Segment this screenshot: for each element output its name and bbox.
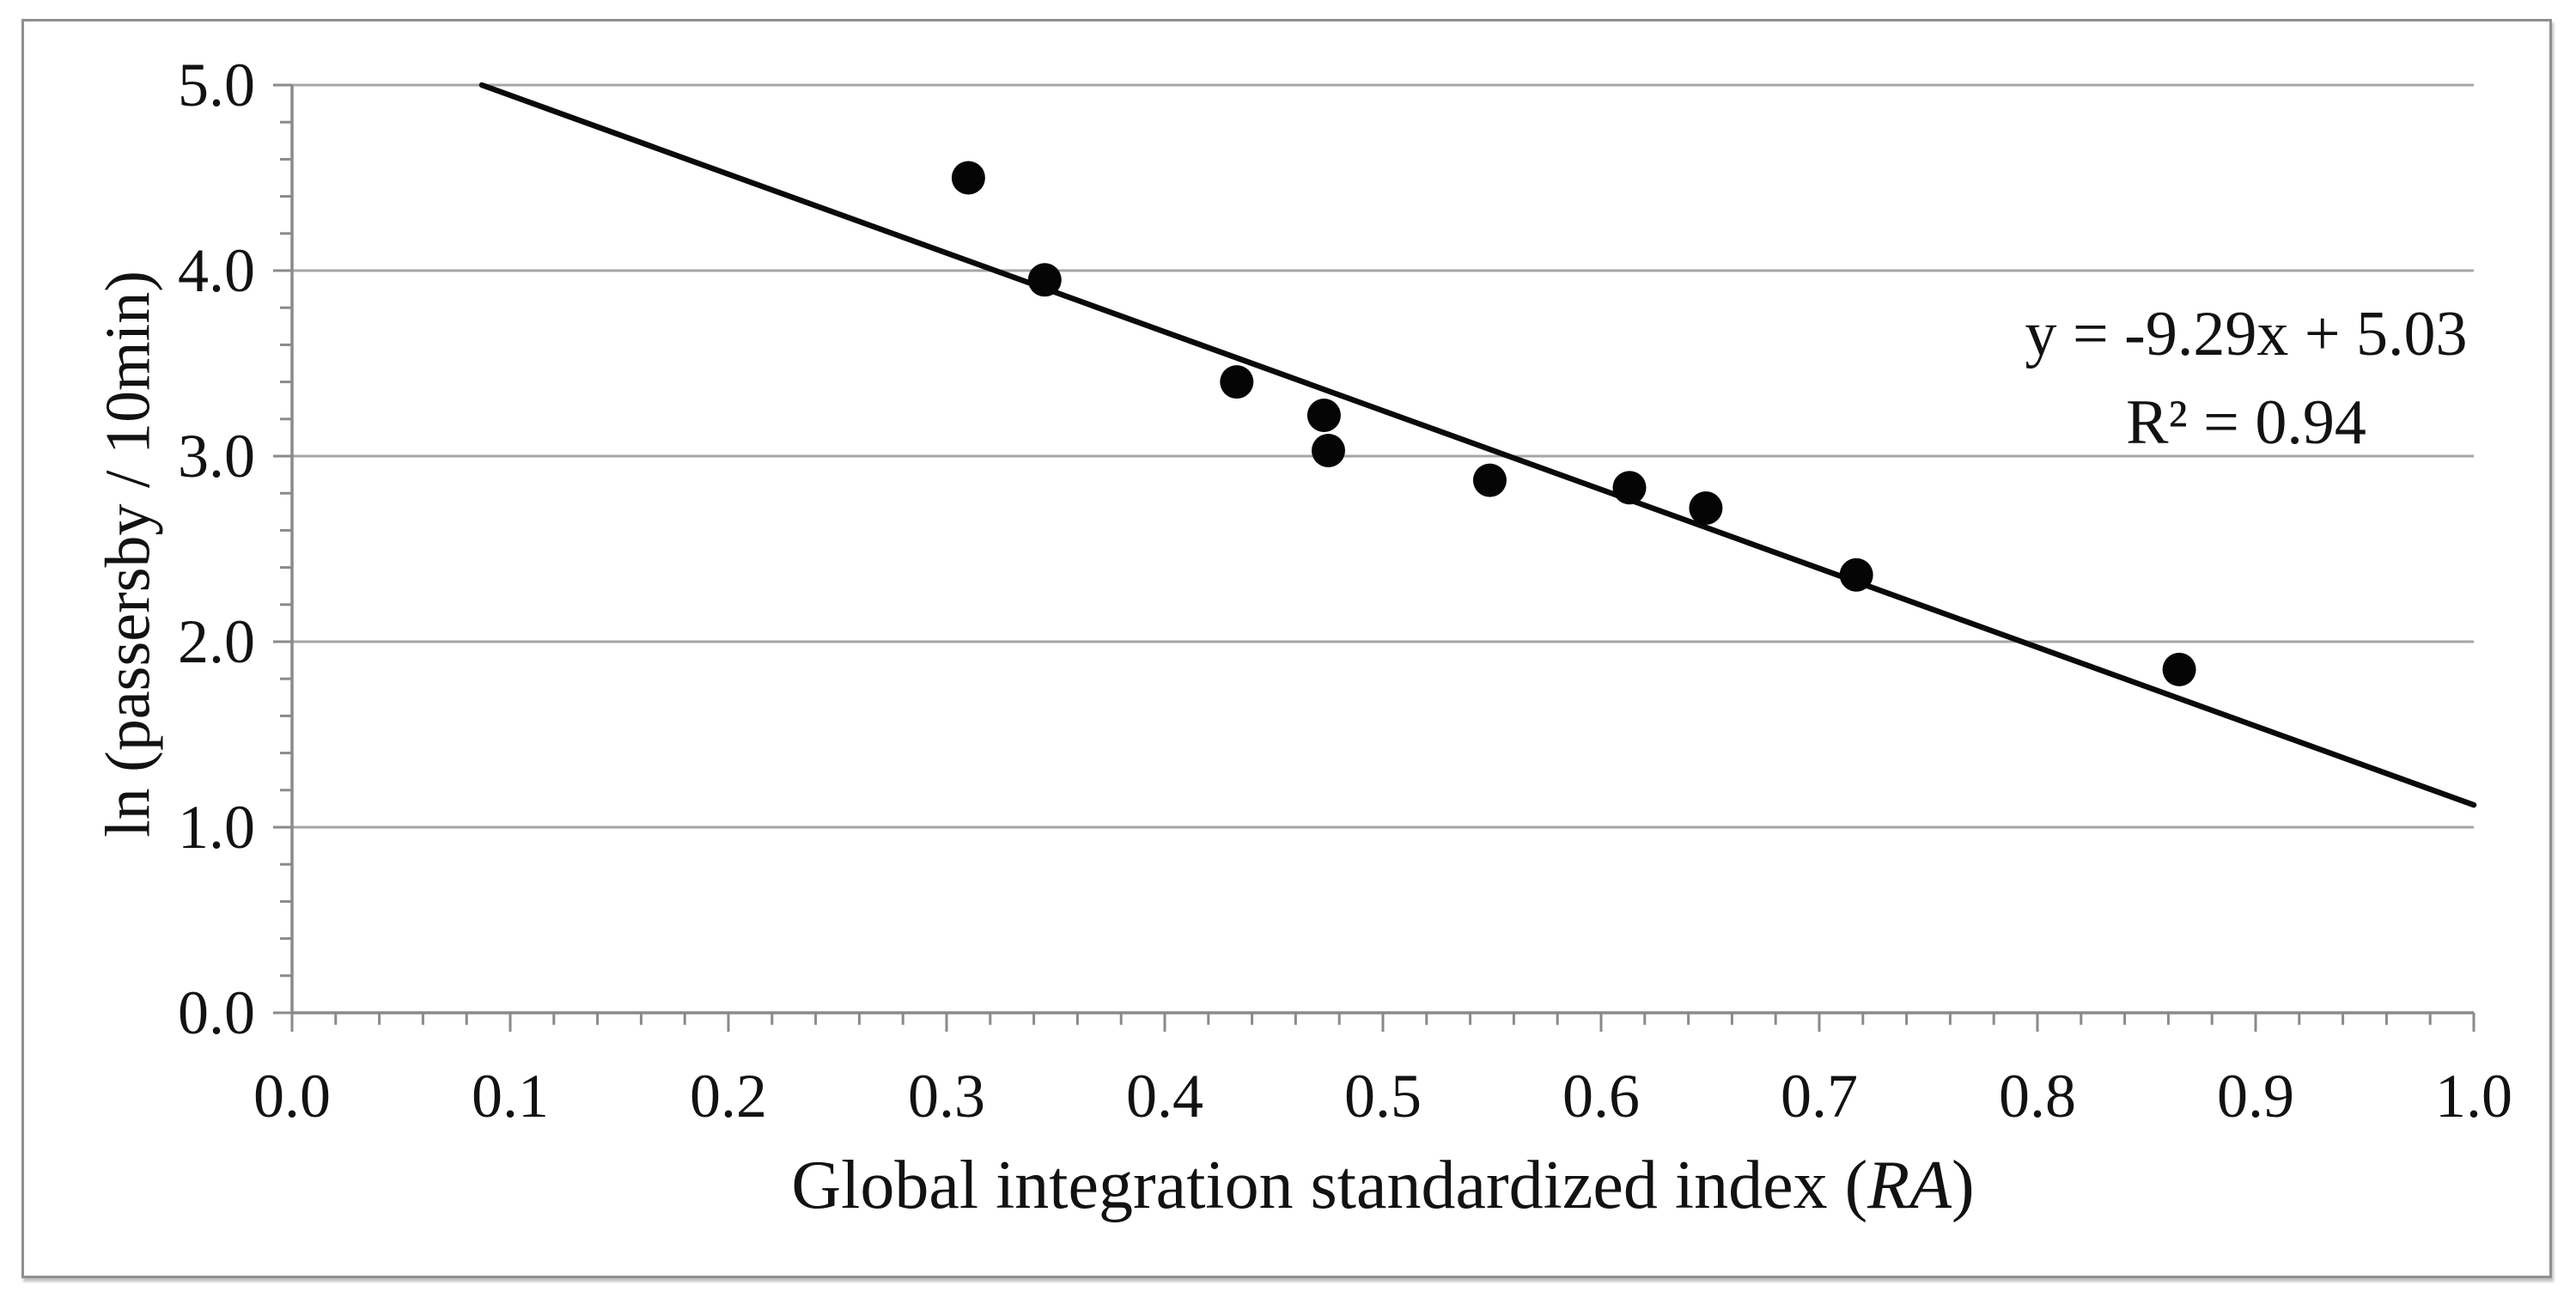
x-tick-label-0.9: 0.9 xyxy=(2217,1062,2294,1130)
y-axis-title: ln (passersby / 10min) xyxy=(93,271,164,838)
trendline-annotation: y = -9.29x + 5.03 R² = 0.94 xyxy=(1860,290,2576,467)
y-tick-label-5.0: 5.0 xyxy=(178,51,255,119)
trendline xyxy=(478,82,2477,808)
y-tick-label-1.0: 1.0 xyxy=(178,793,255,862)
x-tick-label-0.7: 0.7 xyxy=(1781,1062,1858,1130)
data-point-10 xyxy=(2162,652,2196,686)
data-point-3 xyxy=(1220,365,1254,399)
y-tick-label-0.0: 0.0 xyxy=(178,978,255,1047)
figure-border xyxy=(21,19,2552,1278)
x-tick-label-1.0: 1.0 xyxy=(2435,1062,2512,1130)
x-tick-label-0.4: 0.4 xyxy=(1126,1062,1203,1130)
y-tick-label-3.0: 3.0 xyxy=(178,422,255,490)
data-point-7 xyxy=(1612,471,1647,505)
data-point-9 xyxy=(1839,558,1873,592)
x-tick-label-0.5: 0.5 xyxy=(1344,1062,1422,1130)
data-point-6 xyxy=(1472,463,1507,497)
trendline-r-squared: R² = 0.94 xyxy=(2126,387,2366,458)
trendline-equation: y = -9.29x + 5.03 xyxy=(2025,299,2468,369)
x-axis-title-italic-ra: RA xyxy=(1867,1148,1952,1223)
x-tick-label-0.0: 0.0 xyxy=(253,1062,331,1130)
x-axis-title-suffix: ) xyxy=(1952,1148,1975,1223)
data-point-5 xyxy=(1312,434,1345,468)
x-axis-title: Global integration standardized index (R… xyxy=(292,1147,2474,1225)
x-axis-title-text: Global integration standardized index ( xyxy=(791,1148,1868,1223)
data-point-4 xyxy=(1306,398,1341,432)
data-point-8 xyxy=(1689,490,1723,525)
data-point-2 xyxy=(1027,263,1062,297)
x-tick-label-0.2: 0.2 xyxy=(690,1062,767,1130)
x-tick-label-0.8: 0.8 xyxy=(1999,1062,2076,1130)
data-point-1 xyxy=(951,161,985,195)
y-tick-label-2.0: 2.0 xyxy=(178,607,255,676)
y-tick-label-4.0: 4.0 xyxy=(178,236,255,305)
x-tick-label-0.6: 0.6 xyxy=(1562,1062,1640,1130)
x-tick-label-0.1: 0.1 xyxy=(472,1062,549,1130)
x-tick-label-0.3: 0.3 xyxy=(908,1062,985,1130)
